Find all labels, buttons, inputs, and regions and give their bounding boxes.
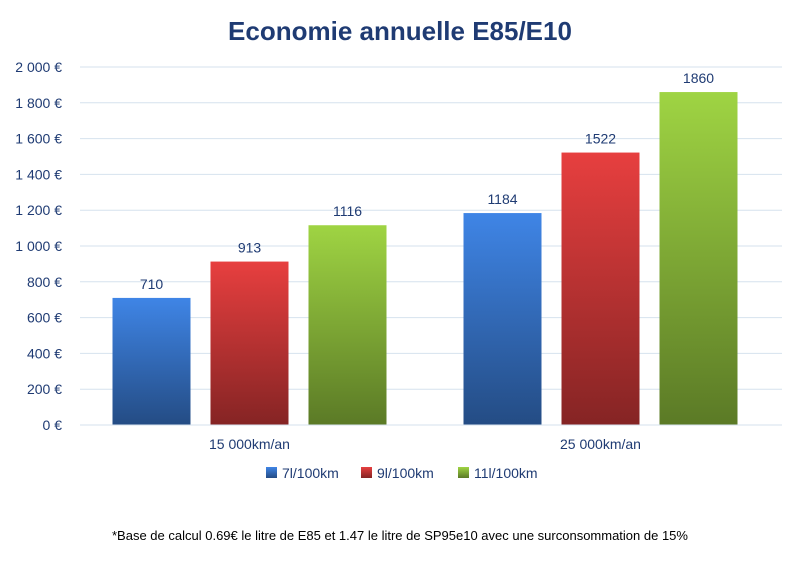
y-tick-label: 400 €	[27, 345, 62, 361]
legend-swatch	[266, 467, 277, 478]
x-tick-label: 15 000km/an	[209, 436, 290, 452]
legend: 7l/100km 9l/100km 11l/100km	[266, 465, 538, 481]
legend-label: 11l/100km	[474, 465, 538, 481]
legend-swatch	[458, 467, 469, 478]
data-labels: 710 913 1116 1184 1522 1860	[140, 70, 714, 292]
bar-7l/100km-15 000km/an	[112, 297, 191, 425]
data-label: 1860	[683, 70, 714, 86]
data-label: 913	[238, 240, 262, 256]
bar-9l/100km-15 000km/an	[210, 261, 289, 425]
y-tick-label: 1 200 €	[15, 202, 62, 218]
bars	[112, 92, 738, 425]
data-label: 710	[140, 276, 164, 292]
bar-9l/100km-25 000km/an	[561, 152, 640, 425]
y-tick-label: 800 €	[27, 274, 62, 290]
bar-7l/100km-25 000km/an	[463, 213, 542, 425]
y-tick-label: 1 800 €	[15, 95, 62, 111]
bar-11l/100km-25 000km/an	[659, 92, 738, 425]
y-tick-label: 200 €	[27, 381, 62, 397]
x-axis: 15 000km/an 25 000km/an	[80, 424, 782, 452]
y-tick-label: 1 000 €	[15, 238, 62, 254]
y-tick-label: 2 000 €	[15, 59, 62, 75]
legend-label: 7l/100km	[282, 465, 339, 481]
y-tick-label: 600 €	[27, 310, 62, 326]
legend-swatch	[361, 467, 372, 478]
bar-chart: Economie annuelle E85/E10 0 € 200 € 400 € 6…	[15, 16, 782, 481]
data-label: 1184	[487, 191, 517, 207]
y-tick-label: 1 600 €	[15, 131, 62, 147]
data-label: 1522	[585, 131, 616, 147]
data-label: 1116	[333, 203, 362, 219]
chart-title: Economie annuelle E85/E10	[228, 16, 572, 46]
x-tick-label: 25 000km/an	[560, 436, 641, 452]
legend-label: 9l/100km	[377, 465, 434, 481]
footnote: *Base de calcul 0.69€ le litre de E85 et…	[112, 528, 688, 543]
y-tick-label: 0 €	[43, 417, 63, 433]
bar-11l/100km-15 000km/an	[308, 225, 387, 425]
y-tick-label: 1 400 €	[15, 166, 62, 182]
y-axis: 0 € 200 € 400 € 600 € 800 € 1 000 € 1 200 € 1 4…	[15, 59, 62, 433]
